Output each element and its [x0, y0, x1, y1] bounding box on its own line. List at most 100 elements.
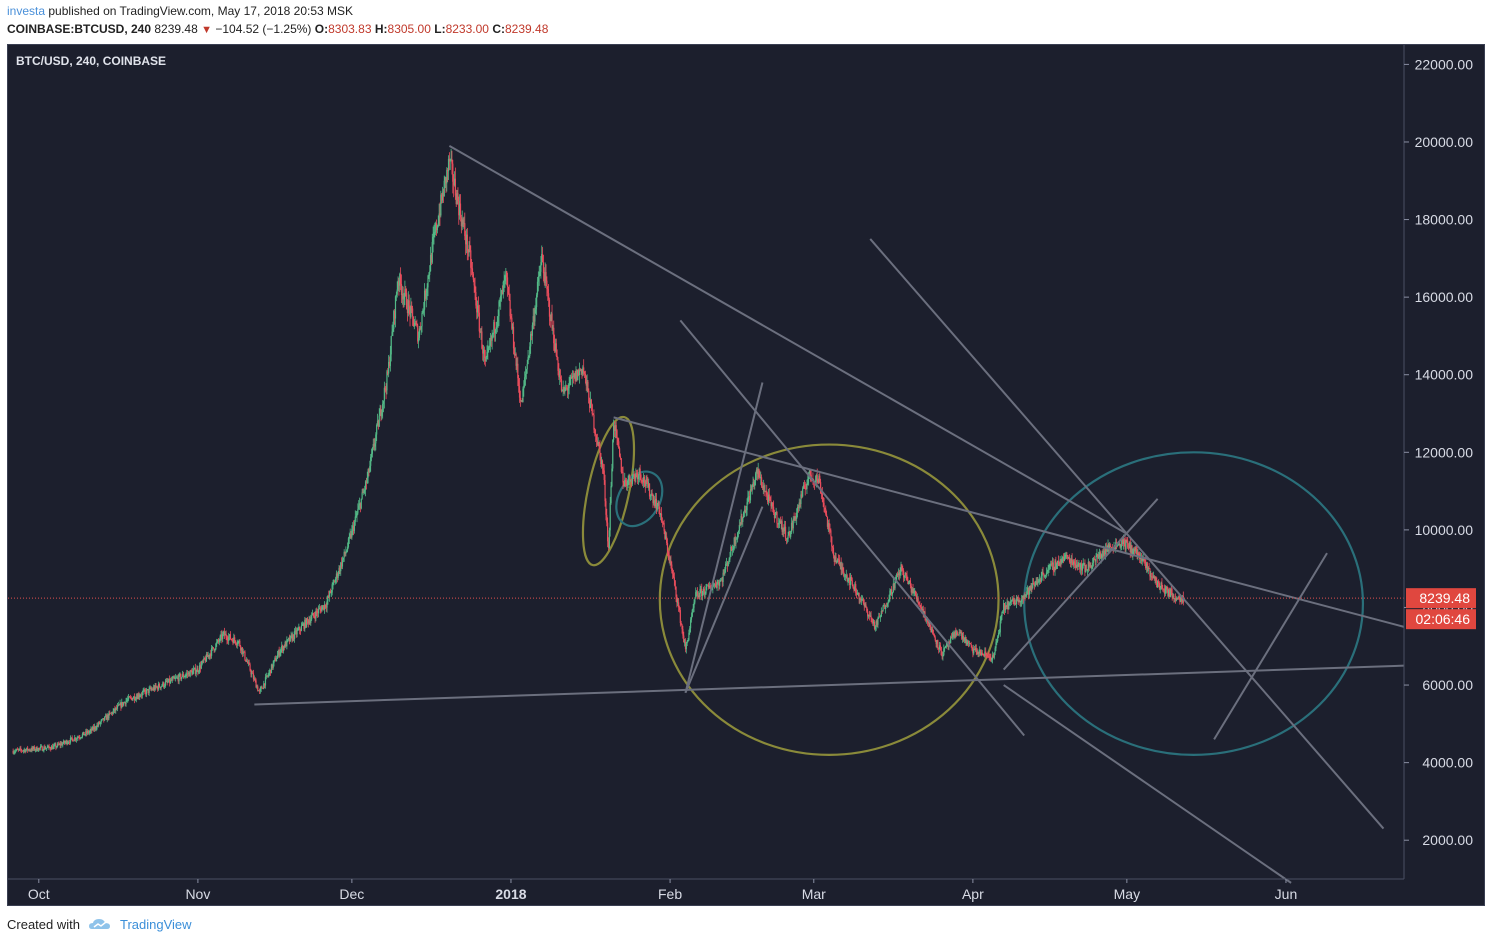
candle-309	[276, 651, 279, 659]
candle-553	[485, 355, 487, 362]
candle-382	[339, 565, 341, 574]
candle-247	[223, 627, 226, 639]
candle-289	[259, 686, 261, 694]
candle-876	[761, 482, 764, 491]
candle-712	[621, 466, 623, 474]
candle-856	[744, 505, 746, 514]
candle-308	[275, 656, 278, 662]
candle-1120	[970, 641, 972, 648]
candle-1234	[1068, 556, 1070, 560]
trend-line-1[interactable]	[613, 416, 1405, 628]
candle-244	[221, 629, 223, 644]
candle-161	[150, 686, 152, 691]
candle-455	[401, 285, 403, 305]
candle-729	[636, 469, 638, 478]
candle-426	[376, 413, 379, 427]
candle-328	[293, 634, 295, 641]
tradingview-link[interactable]: TradingView	[119, 916, 192, 932]
candle-637	[557, 356, 559, 376]
candle-125	[119, 699, 121, 706]
candle-37	[44, 744, 46, 750]
candle-953	[827, 520, 829, 532]
high-label: H:	[374, 22, 388, 36]
trend-line-6[interactable]	[1002, 498, 1159, 671]
candle-728	[635, 468, 637, 483]
candle-1040	[902, 565, 904, 576]
trend-line-9[interactable]	[684, 506, 764, 694]
candle-1360	[1175, 596, 1178, 602]
candle-907	[788, 526, 790, 536]
ellipse-3[interactable]	[1023, 451, 1365, 756]
price-chart[interactable]: 2000.004000.006000.008000.0010000.001200…	[8, 45, 1484, 905]
candle-537	[471, 262, 474, 278]
candle-688	[601, 456, 603, 469]
candle-858	[746, 498, 748, 516]
candle-1006	[873, 619, 875, 627]
candle-674	[589, 397, 591, 413]
trend-line-3[interactable]	[684, 382, 764, 694]
candle-480	[423, 302, 425, 316]
chart-panel[interactable]: 2000.004000.006000.008000.0010000.001200…	[7, 44, 1485, 906]
candle-994	[862, 598, 864, 605]
candle-749	[653, 494, 655, 506]
candle-904	[785, 538, 788, 545]
candle-483	[425, 288, 427, 308]
candle-274	[246, 658, 249, 664]
candle-1226	[1061, 555, 1063, 565]
candle-623	[545, 264, 547, 287]
x-tick-label: May	[1114, 886, 1140, 902]
candle-322	[287, 637, 290, 642]
trend-line-2[interactable]	[254, 664, 1405, 706]
candle-795	[692, 603, 694, 613]
candle-656	[573, 372, 575, 379]
candle-833	[725, 561, 727, 573]
ellipse-2[interactable]	[658, 443, 1000, 756]
author-link[interactable]: investa	[7, 4, 46, 18]
candle-355	[316, 607, 318, 617]
candle-280	[252, 670, 254, 674]
candle-178	[164, 678, 166, 688]
candle-900	[782, 527, 784, 537]
candle-136	[128, 695, 131, 698]
candle-115	[110, 711, 113, 716]
candle-295	[264, 673, 267, 689]
candle-866	[753, 478, 755, 490]
candle-750	[654, 496, 656, 509]
price-axis[interactable]	[1404, 45, 1484, 905]
trend-line-8[interactable]	[1003, 684, 1292, 884]
candle-442	[390, 335, 392, 362]
candle-1044	[905, 572, 907, 581]
candle-561	[492, 332, 494, 339]
candle-789	[687, 637, 689, 643]
candle-326	[291, 633, 293, 643]
candle-808	[703, 585, 705, 598]
candle-67	[69, 735, 72, 745]
candle-375	[333, 579, 335, 586]
candle-572	[501, 285, 504, 295]
candle-141	[133, 695, 135, 699]
trend-line-4[interactable]	[679, 319, 1025, 737]
candle-259	[234, 634, 236, 644]
candle-1325	[1145, 562, 1148, 573]
candle-238	[216, 638, 218, 647]
candle-781	[680, 620, 682, 626]
candle-1253	[1084, 559, 1086, 577]
candle-154	[144, 688, 146, 695]
candle-128	[122, 701, 124, 708]
candle-532	[467, 249, 469, 261]
candle-494	[435, 221, 437, 236]
trend-line-7[interactable]	[1213, 552, 1328, 740]
candle-1230	[1064, 552, 1066, 560]
candle-1084	[939, 642, 941, 651]
trend-line-0[interactable]	[448, 144, 1128, 535]
candle-765	[666, 538, 669, 556]
candle-329	[293, 628, 296, 643]
candle-14	[24, 748, 26, 754]
candle-17	[27, 745, 29, 753]
candle-943	[819, 471, 821, 484]
candle-401	[355, 511, 357, 518]
candle-982	[852, 584, 854, 589]
candle-1180	[1021, 595, 1024, 605]
candle-589	[516, 357, 518, 373]
ellipse-0[interactable]	[573, 413, 645, 570]
